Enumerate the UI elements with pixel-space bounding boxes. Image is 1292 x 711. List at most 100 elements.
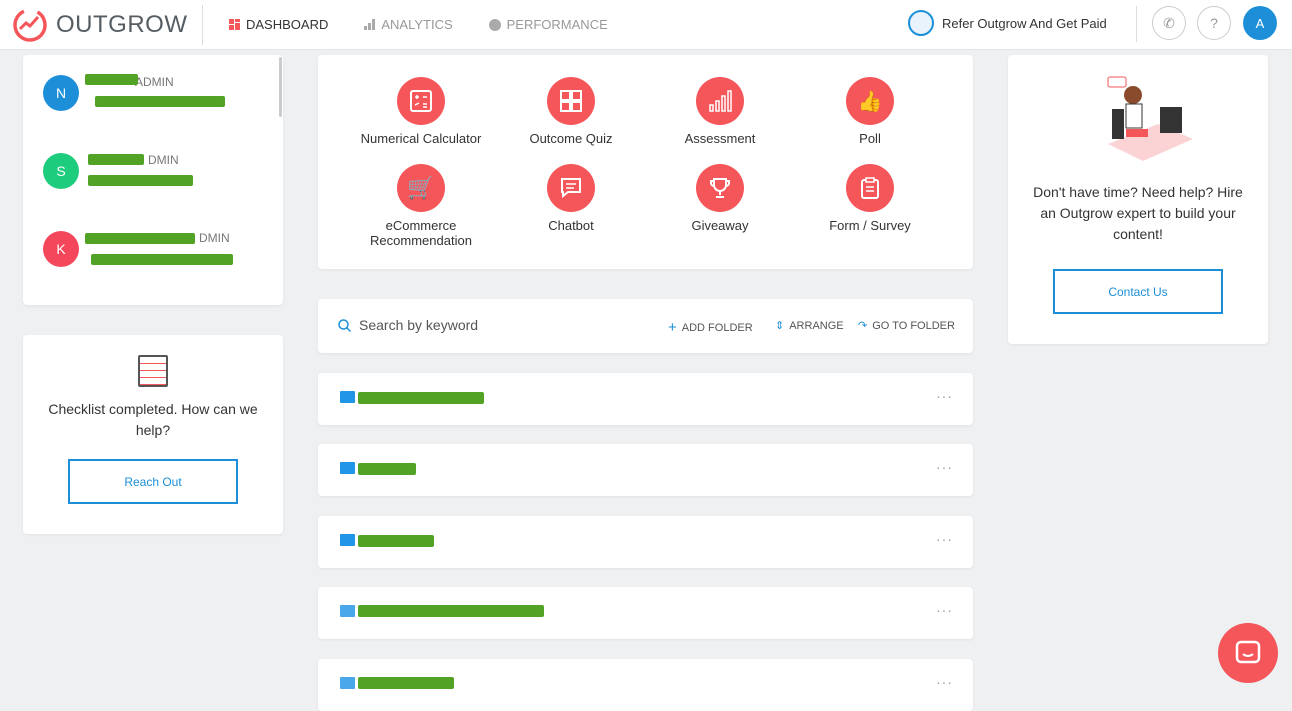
more-options-icon[interactable]: ··· xyxy=(936,388,953,404)
button-label: Contact Us xyxy=(1108,284,1168,299)
arrange-icon: ⇕ xyxy=(775,320,785,332)
chat-icon xyxy=(1235,640,1261,664)
more-options-icon[interactable]: ··· xyxy=(936,531,953,547)
calculator-icon xyxy=(397,77,445,125)
redacted-folder-name xyxy=(358,463,416,475)
reach-out-button[interactable]: Reach Out xyxy=(68,459,238,504)
user-avatar: S xyxy=(43,153,79,189)
user-avatar[interactable]: A xyxy=(1243,6,1277,40)
help-button[interactable]: ? xyxy=(1197,6,1231,40)
tile-label: Outcome Quiz xyxy=(529,131,613,146)
avatar-initial: A xyxy=(1255,15,1265,31)
button-label: Reach Out xyxy=(124,474,182,489)
bar-chart-icon xyxy=(696,77,744,125)
divider xyxy=(202,4,203,45)
folder-row[interactable]: ··· xyxy=(318,659,973,711)
expert-illustration xyxy=(1107,76,1193,161)
plus-icon: + xyxy=(668,319,677,336)
folder-open-icon xyxy=(340,534,355,546)
nav-analytics[interactable]: ANALYTICS xyxy=(364,17,453,32)
help-icon: ? xyxy=(1210,15,1218,31)
folder-row[interactable]: ··· xyxy=(318,373,973,425)
redacted-folder-name xyxy=(358,605,544,617)
tile-label: Giveaway xyxy=(691,218,749,233)
tile-numerical-calculator[interactable]: Numerical Calculator xyxy=(346,77,496,146)
search-icon xyxy=(338,318,351,332)
more-options-icon[interactable]: ··· xyxy=(936,674,953,690)
go-to-folder-button[interactable]: ↷ GO TO FOLDER xyxy=(858,319,955,333)
tile-label: Chatbot xyxy=(548,218,594,233)
help-message: Don't have time? Need help? Hire an Outg… xyxy=(1033,184,1243,242)
redo-arrow-icon: ↷ xyxy=(858,320,868,332)
nav-performance[interactable]: PERFORMANCE xyxy=(488,17,608,32)
clipboard-icon xyxy=(846,164,894,212)
more-options-icon[interactable]: ··· xyxy=(936,459,953,475)
tile-assessment[interactable]: Assessment xyxy=(645,77,795,146)
user-item[interactable]: N xyxy=(43,75,79,111)
search-input[interactable]: Search by keyword xyxy=(338,317,478,333)
tile-label: Poll xyxy=(859,131,881,146)
tile-label: Assessment xyxy=(684,131,756,146)
folder-row[interactable]: ··· xyxy=(318,444,973,496)
tile-chatbot[interactable]: Chatbot xyxy=(496,164,646,233)
redacted-email xyxy=(91,254,233,265)
user-role: DMIN xyxy=(148,153,179,167)
user-avatar: K xyxy=(43,231,79,267)
redacted-name xyxy=(85,233,195,244)
user-role: DMIN xyxy=(199,231,230,245)
folder-open-icon xyxy=(340,391,355,403)
tile-label: Numerical Calculator xyxy=(360,131,482,146)
shared-folder-icon xyxy=(340,605,355,617)
shared-folder-icon xyxy=(340,677,355,689)
folder-row[interactable]: ··· xyxy=(318,587,973,639)
redacted-name xyxy=(88,154,144,165)
thumbs-icon: 👍 xyxy=(846,77,894,125)
search-placeholder: Search by keyword xyxy=(359,317,479,333)
chat-launcher-button[interactable] xyxy=(1218,623,1278,683)
nav-label: DASHBOARD xyxy=(246,17,329,32)
redacted-name xyxy=(85,74,138,85)
quiz-grid-icon xyxy=(547,77,595,125)
folder-open-icon xyxy=(340,462,355,474)
redacted-email xyxy=(88,175,193,186)
refer-icon xyxy=(908,10,934,36)
user-avatar: N xyxy=(43,75,79,111)
user-item[interactable]: K xyxy=(43,231,79,267)
divider xyxy=(1136,6,1137,42)
avatar-initial: N xyxy=(55,85,67,101)
folder-row[interactable]: ··· xyxy=(318,516,973,568)
add-folder-button[interactable]: + ADD FOLDER xyxy=(668,319,753,336)
tile-ecommerce-recommendation[interactable]: 🛒 eCommerce Recommendation xyxy=(346,164,496,248)
checklist-icon xyxy=(138,355,168,387)
content-types-card: Numerical Calculator Outcome Quiz Assess… xyxy=(318,55,973,269)
checklist-message: Checklist completed. How can we help? xyxy=(48,401,258,438)
contact-us-button[interactable]: Contact Us xyxy=(1053,269,1223,314)
outgrow-logo-icon xyxy=(13,7,47,42)
top-navbar: OUTGROW DASHBOARD ANALYTICS PERFORMANCE xyxy=(0,0,1292,50)
tile-label: eCommerce Recommendation xyxy=(370,218,472,248)
more-options-icon[interactable]: ··· xyxy=(936,602,953,618)
arrange-button[interactable]: ⇕ ARRANGE xyxy=(775,319,844,333)
phone-icon: ✆ xyxy=(1163,14,1175,31)
cart-icon: 🛒 xyxy=(397,164,445,212)
trophy-icon xyxy=(696,164,744,212)
redacted-folder-name xyxy=(358,392,484,404)
nav-dashboard[interactable]: DASHBOARD xyxy=(229,17,328,32)
chat-icon xyxy=(547,164,595,212)
dashboard-icon xyxy=(229,19,240,30)
button-label: ARRANGE xyxy=(789,319,844,332)
gauge-icon xyxy=(488,18,501,31)
refer-link[interactable]: Refer Outgrow And Get Paid xyxy=(908,10,1107,36)
brand-name: OUTGROW xyxy=(56,10,188,38)
tile-outcome-quiz[interactable]: Outcome Quiz xyxy=(496,77,646,146)
button-label: ADD FOLDER xyxy=(681,321,753,334)
tile-giveaway[interactable]: Giveaway xyxy=(645,164,795,233)
phone-button[interactable]: ✆ xyxy=(1152,6,1186,40)
user-role: ADMIN xyxy=(135,75,174,89)
user-item[interactable]: S xyxy=(43,153,79,189)
tile-poll[interactable]: 👍 Poll xyxy=(795,77,945,146)
tile-form-survey[interactable]: Form / Survey xyxy=(795,164,945,233)
logo[interactable]: OUTGROW xyxy=(12,7,202,43)
scrollbar[interactable] xyxy=(279,57,282,117)
tile-label: Form / Survey xyxy=(829,218,911,233)
